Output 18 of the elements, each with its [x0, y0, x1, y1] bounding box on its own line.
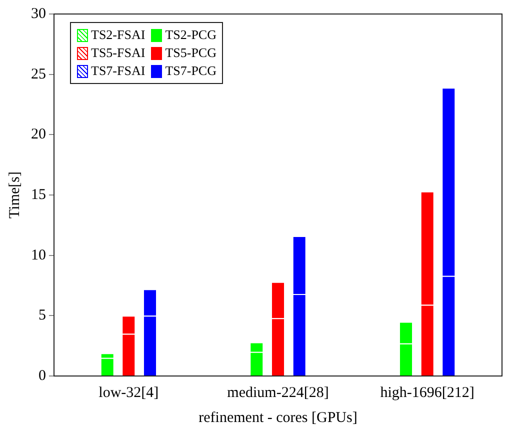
- y-tick-label: 30: [31, 6, 46, 22]
- y-tick-label: 0: [38, 368, 46, 384]
- legend-label: TS5-PCG: [165, 45, 216, 61]
- legend-label: TS7-FSAI: [91, 63, 146, 79]
- legend-label: TS2-FSAI: [91, 27, 146, 43]
- x-tick-label: low-32[4]: [98, 384, 159, 401]
- x-tick-label: high-1696[212]: [380, 384, 474, 401]
- y-axis-title: Time[s]: [6, 172, 23, 218]
- legend-label: TS7-PCG: [165, 63, 216, 79]
- legend-label: TS5-FSAI: [91, 45, 146, 61]
- x-axis-title: refinement - cores [GPUs]: [198, 410, 358, 426]
- y-tick-label: 5: [38, 308, 46, 324]
- y-tick-label: 25: [31, 66, 46, 82]
- legend-label: TS2-PCG: [165, 27, 216, 43]
- y-tick-label: 10: [31, 247, 46, 264]
- y-tick-label: 20: [31, 126, 46, 143]
- y-tick-label: 15: [31, 186, 46, 203]
- x-tick-label: medium-224[28]: [227, 384, 329, 401]
